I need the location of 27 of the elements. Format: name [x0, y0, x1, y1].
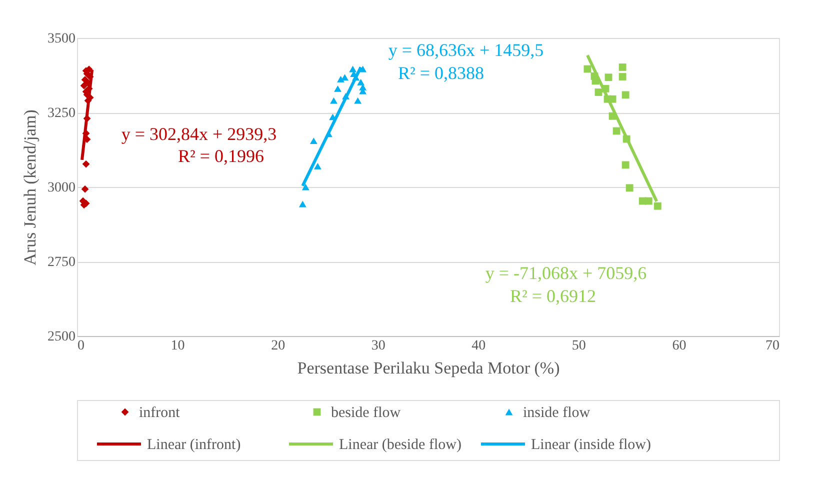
x-tick-label: 30 [371, 338, 386, 354]
annotation: R² = 0,8388 [398, 63, 484, 83]
annotation: y = 68,636x + 1459,5 [388, 40, 544, 60]
y-axis-title: Arus Jenuh (kend/jam) [20, 110, 40, 266]
annotation: y = -71,068x + 7059,6 [485, 263, 647, 283]
x-axis-title: Persentase Perilaku Sepeda Motor (%) [297, 358, 560, 378]
y-tick-label: 3500 [48, 32, 76, 46]
annotation: y = 302,84x + 2939,3 [121, 124, 277, 144]
x-tick-label: 10 [170, 338, 185, 354]
x-tick-label: 0 [78, 338, 84, 354]
legend-label: Linear (infront) [147, 437, 241, 453]
y-tick-label: 2500 [48, 330, 76, 344]
x-tick-label: 20 [271, 338, 286, 354]
x-tick-label: 50 [572, 338, 586, 354]
legend-label: Linear (beside flow) [339, 437, 462, 453]
legend-label: Linear (inside flow) [531, 437, 651, 453]
legend-label: beside flow [331, 405, 401, 421]
x-tick-label: 70 [766, 338, 780, 354]
y-tick-label: 3000 [48, 180, 76, 196]
x-tick-label: 60 [672, 338, 686, 354]
annotation: R² = 0,6912 [510, 286, 596, 306]
y-tick-label: 2750 [48, 255, 76, 270]
x-tick-label: 40 [472, 338, 486, 354]
y-tick-label: 3250 [48, 106, 76, 121]
legend-label: infront [139, 405, 181, 421]
annotation: R² = 0,1996 [178, 146, 264, 166]
legend-label: inside flow [523, 405, 590, 421]
